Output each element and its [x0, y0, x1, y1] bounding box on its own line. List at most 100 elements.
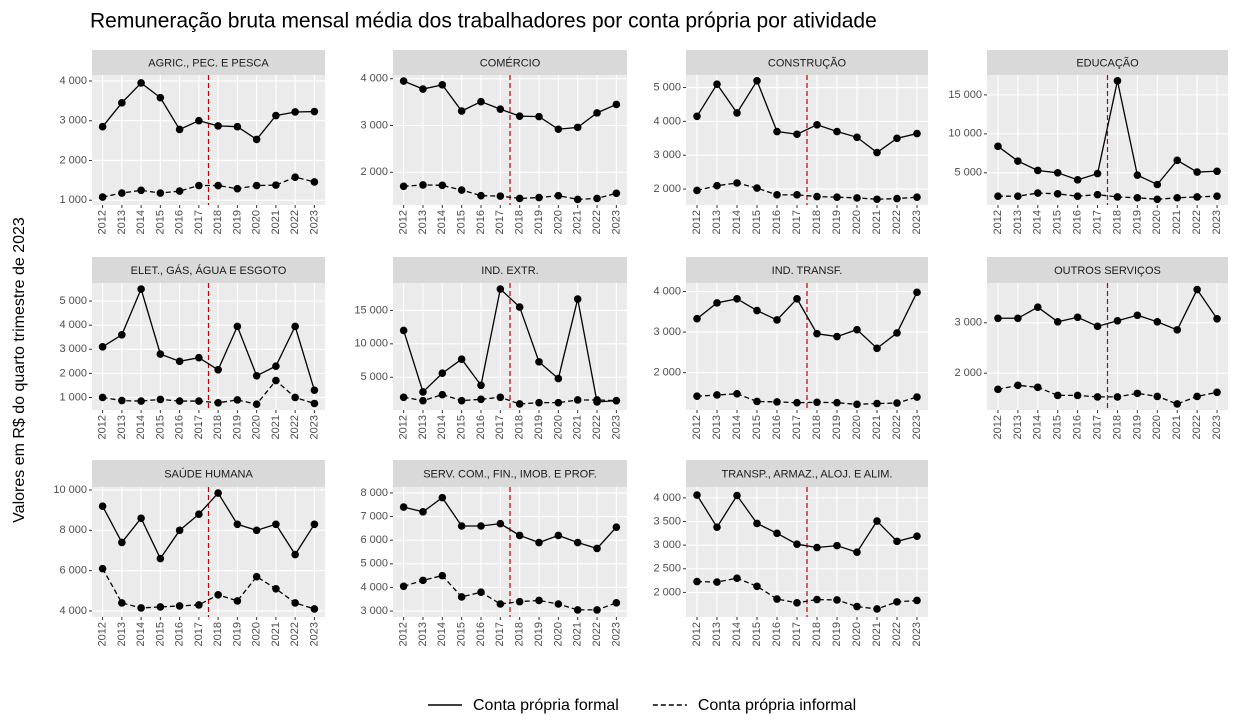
- data-point: [1153, 195, 1162, 204]
- data-point: [399, 393, 408, 402]
- data-point: [753, 184, 761, 192]
- data-point: [713, 181, 721, 190]
- y-tick-label: 4 000: [59, 605, 87, 617]
- x-tick-label: 2015: [154, 622, 166, 646]
- x-tick-label: 2019: [1131, 210, 1143, 234]
- data-point: [1073, 313, 1082, 322]
- x-tick-label: 2019: [231, 415, 243, 439]
- data-point: [195, 601, 203, 609]
- data-point: [98, 502, 107, 510]
- y-tick-label: 3 500: [653, 515, 681, 527]
- data-point: [457, 593, 466, 601]
- data-point: [733, 389, 741, 398]
- data-point: [515, 400, 524, 408]
- data-point: [1173, 326, 1182, 334]
- data-point: [477, 191, 485, 200]
- y-tick-label: 10 000: [948, 128, 982, 140]
- y-tick-label: 1 000: [59, 391, 87, 403]
- data-point: [457, 522, 466, 530]
- data-point: [310, 178, 319, 186]
- y-tick-label: 15 000: [948, 89, 982, 101]
- panel-title: ELET., GÁS, ÁGUA E ESGOTO: [131, 264, 287, 277]
- x-tick-label: 2012: [96, 210, 108, 234]
- strip-background: [987, 257, 1228, 283]
- data-point: [118, 99, 126, 107]
- data-point: [1053, 169, 1062, 177]
- x-tick-label: 2019: [533, 415, 545, 439]
- x-tick-label: 2018: [514, 415, 526, 439]
- x-tick-label: 2023: [610, 210, 622, 234]
- data-point: [419, 85, 427, 93]
- x-tick-label: 2016: [174, 622, 186, 646]
- x-tick-label: 2021: [1171, 210, 1183, 234]
- x-tick-label: 2013: [1012, 210, 1024, 234]
- x-tick-label: 2016: [174, 210, 186, 234]
- strip-background: [686, 257, 928, 283]
- y-axis-label: Valores em R$ do quarto trimestre de 202…: [11, 217, 28, 523]
- y-tick-label: 5 000: [653, 81, 681, 93]
- y-tick-label: 3 000: [360, 119, 388, 131]
- panel-title: TRANSP., ARMAZ., ALOJ. E ALIM.: [722, 468, 893, 480]
- data-point: [272, 362, 280, 370]
- data-point: [833, 332, 841, 341]
- x-tick-label: 2017: [791, 622, 803, 646]
- data-point: [793, 295, 801, 303]
- data-point: [813, 120, 821, 129]
- data-point: [137, 79, 145, 87]
- data-point: [833, 127, 841, 136]
- data-point: [693, 112, 701, 121]
- data-point: [713, 299, 721, 307]
- data-point: [554, 600, 563, 608]
- data-point: [118, 599, 126, 607]
- data-point: [535, 398, 543, 407]
- data-point: [612, 189, 621, 198]
- data-point: [98, 343, 107, 351]
- data-point: [873, 517, 881, 525]
- data-point: [272, 181, 280, 189]
- x-tick-label: 2016: [1072, 210, 1084, 234]
- x-tick-label: 2017: [1091, 415, 1103, 439]
- data-point: [913, 129, 921, 138]
- y-tick-label: 5 000: [360, 371, 388, 383]
- data-point: [137, 285, 145, 293]
- x-tick-label: 2020: [251, 210, 263, 234]
- x-tick-label: 2019: [1131, 415, 1143, 439]
- data-point: [535, 193, 543, 202]
- x-tick-label: 2012: [691, 622, 703, 646]
- x-tick-label: 2016: [475, 415, 487, 439]
- panel-title: SERV. COM., FIN., IMOB. E PROF.: [423, 468, 597, 480]
- data-point: [913, 288, 921, 297]
- x-tick-label: 2012: [398, 415, 410, 439]
- x-tick-label: 2015: [751, 210, 763, 234]
- x-tick-label: 2014: [135, 622, 147, 646]
- y-tick-label: 10 000: [354, 338, 388, 350]
- data-point: [793, 599, 801, 607]
- data-point: [233, 396, 242, 404]
- y-tick-label: 5 000: [59, 295, 87, 307]
- x-tick-label: 2021: [270, 210, 282, 234]
- data-point: [773, 595, 781, 603]
- x-tick-label: 2016: [174, 415, 186, 439]
- y-tick-label: 3 000: [954, 317, 982, 329]
- data-point: [873, 195, 881, 204]
- x-tick-label: 2021: [270, 622, 282, 646]
- x-tick-label: 2018: [811, 415, 823, 439]
- x-tick-label: 2023: [308, 415, 320, 439]
- data-point: [477, 588, 485, 596]
- strip-background: [92, 257, 325, 283]
- data-point: [438, 81, 447, 89]
- x-tick-label: 2021: [572, 415, 584, 439]
- data-point: [612, 523, 621, 531]
- x-tick-label: 2015: [751, 415, 763, 439]
- x-tick-label: 2014: [1032, 210, 1044, 234]
- data-point: [913, 532, 921, 540]
- data-point: [156, 395, 165, 404]
- data-point: [1193, 285, 1201, 294]
- data-point: [214, 181, 222, 190]
- data-point: [913, 596, 921, 605]
- data-point: [753, 76, 761, 85]
- data-point: [291, 322, 299, 331]
- data-point: [1133, 311, 1142, 320]
- x-tick-label: 2014: [731, 415, 743, 439]
- x-tick-label: 2012: [398, 210, 410, 234]
